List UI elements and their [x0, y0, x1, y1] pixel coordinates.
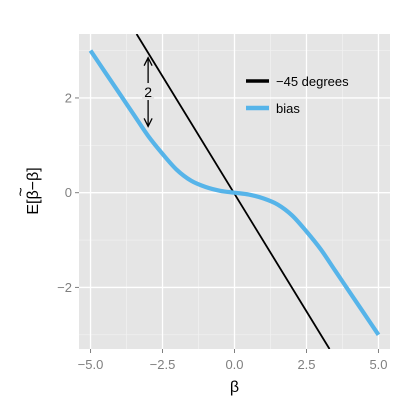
x-axis-title: β — [230, 379, 239, 396]
legend-label: −45 degrees — [276, 74, 349, 89]
x-tick-label: 5.0 — [369, 357, 387, 372]
annotation-arrowhead-top — [143, 56, 153, 66]
annotation-label-background — [142, 83, 155, 101]
y-tick-label: 2 — [65, 90, 72, 105]
x-tick-label: 0.0 — [225, 357, 243, 372]
x-axis-ticks: −5.0 −2.5 0.0 2.5 5.0 — [78, 349, 388, 372]
y-axis-title-suffix: −β] — [25, 167, 42, 190]
y-tick-label: 0 — [65, 185, 72, 200]
annotation-arrowhead-bottom — [143, 118, 153, 128]
y-axis-title-prefix: E[ — [25, 199, 42, 215]
y-axis-title: E[β−β] ~ — [13, 167, 42, 214]
legend-label: bias — [276, 101, 300, 116]
y-axis-ticks: −2 0 2 — [57, 90, 79, 295]
annotation: 2 — [142, 56, 155, 128]
y-tick-label: −2 — [57, 280, 72, 295]
annotation-label: 2 — [144, 84, 152, 100]
legend: −45 degrees bias — [246, 74, 349, 116]
y-axis-title-beta-hat: β — [25, 190, 42, 199]
x-tick-label: −2.5 — [150, 357, 176, 372]
y-axis-title-tilde: ~ — [13, 187, 30, 196]
svg-text:E[β−β]: E[β−β] — [25, 167, 42, 214]
series-line-bias — [88, 49, 381, 336]
x-tick-label: −5.0 — [78, 357, 104, 372]
series-layer — [88, 34, 381, 349]
x-tick-label: 2.5 — [297, 357, 315, 372]
